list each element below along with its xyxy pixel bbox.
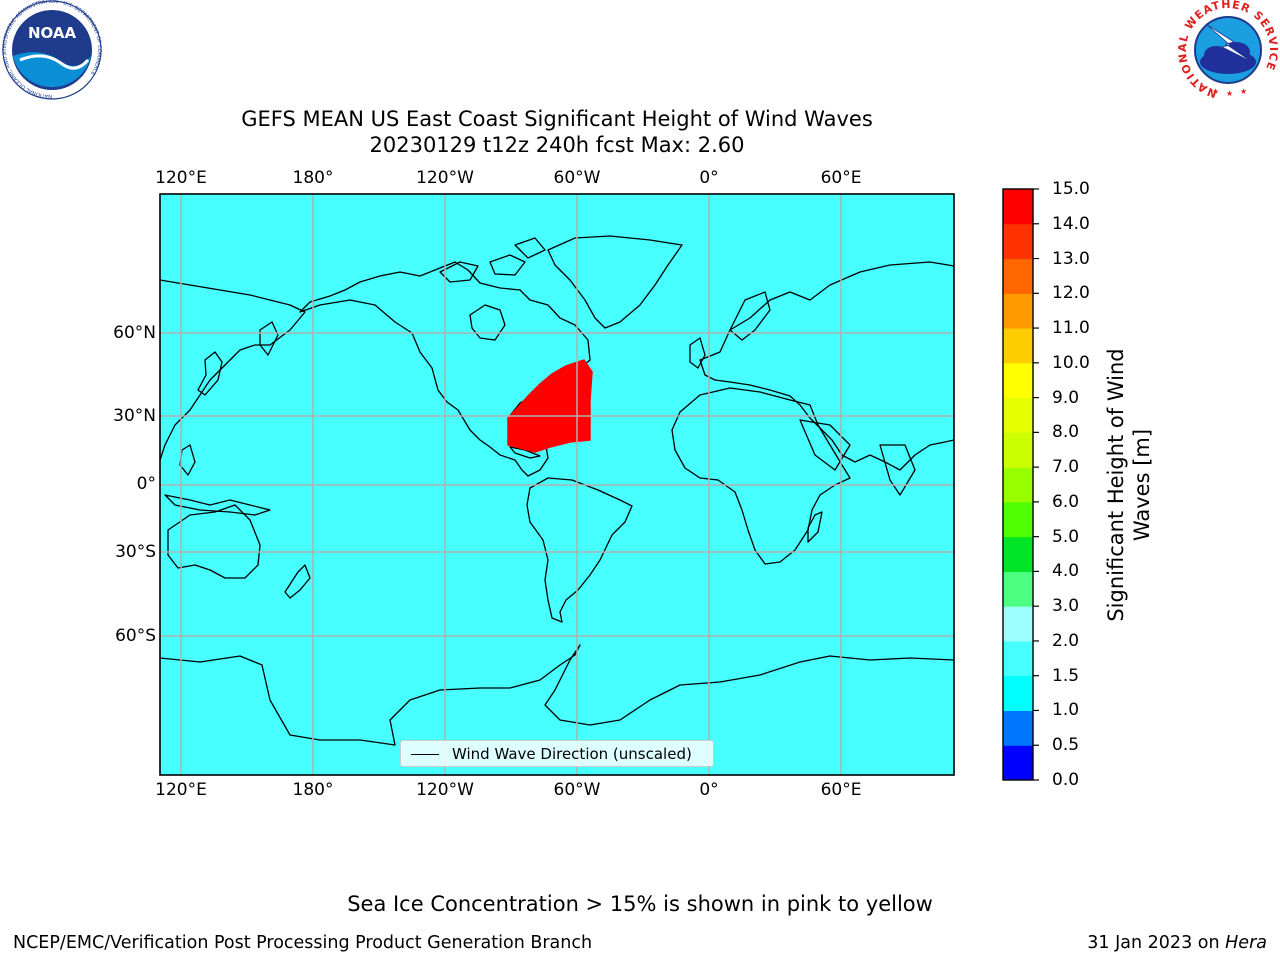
footer-date: 31 Jan 2023 on Hera [1087, 932, 1267, 954]
colorbar-tick-label: 12.0 [1052, 283, 1090, 304]
lon-tick-top: 120°W [416, 168, 474, 188]
footer-machine: Hera [1225, 933, 1267, 953]
colorbar-tick-label: 2.0 [1052, 630, 1080, 651]
colorbar-tick-label: 7.0 [1052, 457, 1080, 478]
coastline-kamchatka [259, 321, 279, 356]
noaa-logo-text: NOAA [28, 24, 77, 42]
footer-date-text: 31 Jan 2023 on [1087, 933, 1226, 953]
colorbar-segment [1003, 745, 1033, 781]
svg-text:★: ★ [1240, 87, 1247, 96]
colorbar-label: Significant Height of Wind Waves [m] [1104, 348, 1154, 622]
map-frame [159, 193, 955, 776]
coastline-arctic-islands [439, 237, 546, 283]
lon-tick-top: 180° [292, 168, 334, 188]
coastline-scandinavia [729, 291, 771, 341]
colorbar-segment [1003, 501, 1033, 538]
lat-tick: 30°S [115, 542, 156, 562]
map-gridlines [160, 194, 954, 775]
legend-line-swatch [411, 754, 439, 755]
coastline-indonesia [164, 494, 271, 516]
lon-tick-top: 120°E [155, 168, 207, 188]
lon-tick-bottom: 60°E [820, 780, 862, 800]
coastline-arabia [799, 419, 851, 471]
colorbar-tick-label: 9.0 [1052, 387, 1080, 408]
nws-logo: NATIONAL WEATHER SERVICE ★ ★ ★ [1176, 0, 1279, 100]
colorbar-tick-label: 10.0 [1052, 352, 1090, 373]
colorbar-tick-label: 1.0 [1052, 700, 1080, 721]
lat-tick: 60°N [113, 323, 156, 343]
colorbar-segment [1003, 675, 1033, 711]
coastline-east-asia [160, 279, 306, 461]
colorbar-segment [1003, 467, 1033, 503]
coastline-japan [197, 351, 223, 396]
lon-tick-bottom: 180° [292, 780, 334, 800]
colorbar [1003, 188, 1039, 781]
sea-ice-note: Sea Ice Concentration > 15% is shown in … [347, 892, 933, 916]
colorbar-tick-label: 0.5 [1052, 735, 1080, 756]
lat-tick: 60°S [115, 626, 156, 646]
lon-tick-top: 0° [699, 168, 719, 188]
coastline-madagascar [807, 511, 823, 543]
colorbar-segment [1003, 606, 1033, 642]
coastline-antarctica [160, 644, 954, 746]
colorbar-segment [1003, 536, 1033, 572]
coastline-south-america [526, 477, 633, 623]
lat-tick: 0° [136, 474, 156, 494]
colorbar-segment [1003, 362, 1033, 399]
colorbar-tick-label: 0.0 [1052, 770, 1080, 790]
colorbar-tick-label: 11.0 [1052, 318, 1090, 339]
colorbar-tick-label: 15.0 [1052, 179, 1090, 199]
colorbar-segment [1003, 432, 1033, 468]
svg-text:★: ★ [1212, 87, 1219, 96]
svg-text:★: ★ [1226, 89, 1233, 98]
colorbar-tick-label: 13.0 [1052, 248, 1090, 269]
footer-branch: NCEP/EMC/Verification Post Processing Pr… [13, 933, 593, 953]
colorbar-frame [1002, 188, 1034, 781]
colorbar-tick-label: 6.0 [1052, 491, 1080, 512]
colorbar-segment [1003, 640, 1033, 677]
coastline-greenland [547, 235, 683, 329]
colorbar-tick-label: 14.0 [1052, 213, 1090, 234]
colorbar-tick-label: 8.0 [1052, 422, 1080, 443]
colorbar-tick-label: 4.0 [1052, 561, 1080, 582]
colorbar-tick-label: 1.5 [1052, 665, 1080, 686]
colorbar-segment [1003, 571, 1033, 607]
colorbar-tick-label: 5.0 [1052, 526, 1080, 547]
lon-tick-bottom: 120°W [416, 780, 474, 800]
legend-label: Wind Wave Direction (unscaled) [452, 745, 692, 763]
lon-tick-bottom: 60°W [553, 780, 601, 800]
colorbar-segment [1003, 397, 1033, 433]
colorbar-segment [1003, 328, 1033, 364]
colorbar-segment [1003, 293, 1033, 329]
lat-tick: 30°N [113, 406, 156, 426]
map-legend: Wind Wave Direction (unscaled) [400, 740, 714, 767]
coastline-eurasia [699, 261, 954, 471]
coastline-cuba [509, 446, 541, 459]
lon-tick-top: 60°W [553, 168, 601, 188]
colorbar-segment [1003, 223, 1033, 260]
coastline-new-zealand [284, 564, 311, 599]
wave-height-field [507, 359, 593, 453]
coastline-india [879, 444, 916, 496]
colorbar-segment [1003, 189, 1033, 225]
chart-title: GEFS MEAN US East Coast Significant Heig… [241, 107, 873, 131]
noaa-logo: NATIONAL OCEANIC AND ATMOSPHERIC ADMINIS… [2, 0, 102, 100]
colorbar-segment [1003, 258, 1033, 294]
lon-tick-top: 60°E [820, 168, 862, 188]
colorbar-segment [1003, 710, 1033, 746]
colorbar-tick-label: 3.0 [1052, 596, 1080, 617]
lon-tick-bottom: 0° [699, 780, 719, 800]
lon-tick-bottom: 120°E [155, 780, 207, 800]
coastline-uk [689, 337, 706, 369]
chart-subtitle: 20230129 t12z 240h fcst Max: 2.60 [369, 133, 745, 157]
